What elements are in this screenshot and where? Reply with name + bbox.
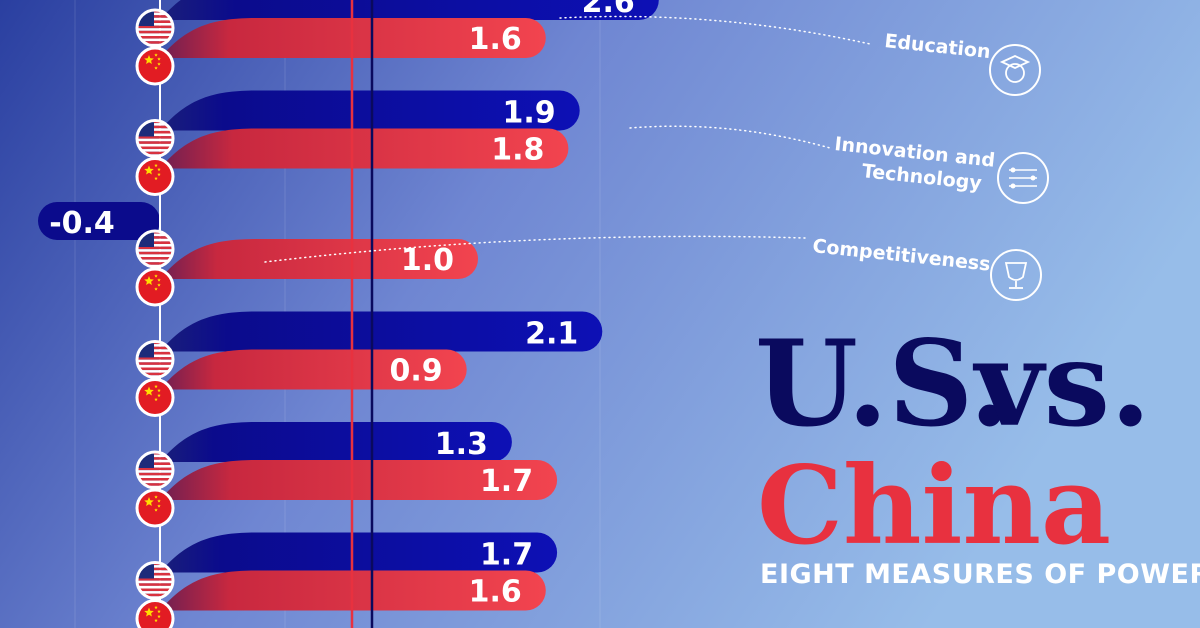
us-flag-icon	[135, 340, 175, 379]
us-flag-icon	[135, 119, 175, 158]
us-value-label: 1.9	[503, 96, 556, 131]
us-flag-icon	[135, 561, 175, 600]
china-value-label: 1.0	[401, 243, 454, 278]
china-value-label: 1.8	[491, 133, 544, 168]
china-flag-icon	[135, 378, 175, 417]
us-flag-icon	[135, 8, 175, 48]
trophy-icon	[990, 249, 1042, 301]
us-value-label: 2.6	[582, 0, 635, 20]
subtitle: EIGHT MEASURES OF POWER	[760, 559, 1200, 590]
graduate-icon	[989, 44, 1041, 96]
china-value-label: 1.6	[469, 22, 522, 57]
us-bar	[160, 311, 603, 352]
leader-line	[559, 15, 871, 45]
us-bar-negative	[38, 202, 160, 240]
flags-layer	[135, 8, 175, 628]
us-bar	[160, 422, 512, 462]
title-vs-word: vs.	[972, 314, 1151, 453]
china-flag-icon	[135, 488, 175, 528]
china-flag-icon	[135, 157, 175, 196]
us-value-label: 2.1	[525, 317, 578, 352]
title-china: China	[757, 443, 1111, 569]
leader-line	[629, 125, 831, 149]
title-vs: vs.	[972, 314, 1151, 453]
us-value-label: -0.4	[49, 206, 115, 241]
us-value-label: 1.3	[435, 427, 488, 462]
china-bar	[160, 239, 478, 279]
china-flag-icon	[135, 267, 175, 307]
us-value-label: 1.7	[480, 538, 533, 573]
us-bar	[160, 90, 580, 131]
china-value-label: 0.9	[390, 354, 443, 389]
title-us-word: U.S.	[755, 314, 1010, 453]
us-flag-icon	[135, 229, 175, 269]
title-us: U.S.	[755, 314, 1010, 453]
china-flag-icon	[135, 46, 175, 86]
china-flag-icon	[135, 599, 175, 628]
china-bar	[160, 128, 569, 169]
china-bar	[160, 349, 467, 390]
us-flag-icon	[135, 450, 175, 490]
china-value-label: 1.6	[469, 575, 522, 610]
us-bar	[160, 532, 558, 573]
value-labels-layer: 2.61.61.91.8-0.41.02.10.91.31.71.71.6	[49, 0, 635, 610]
circuit-icon	[997, 152, 1049, 204]
title-block: U.S. vs. China EIGHT MEASURES OF POWER	[755, 314, 1200, 590]
leader-line	[264, 235, 806, 263]
us-bar	[160, 0, 659, 20]
china-bar	[160, 460, 558, 500]
china-value-label: 1.7	[480, 464, 533, 499]
